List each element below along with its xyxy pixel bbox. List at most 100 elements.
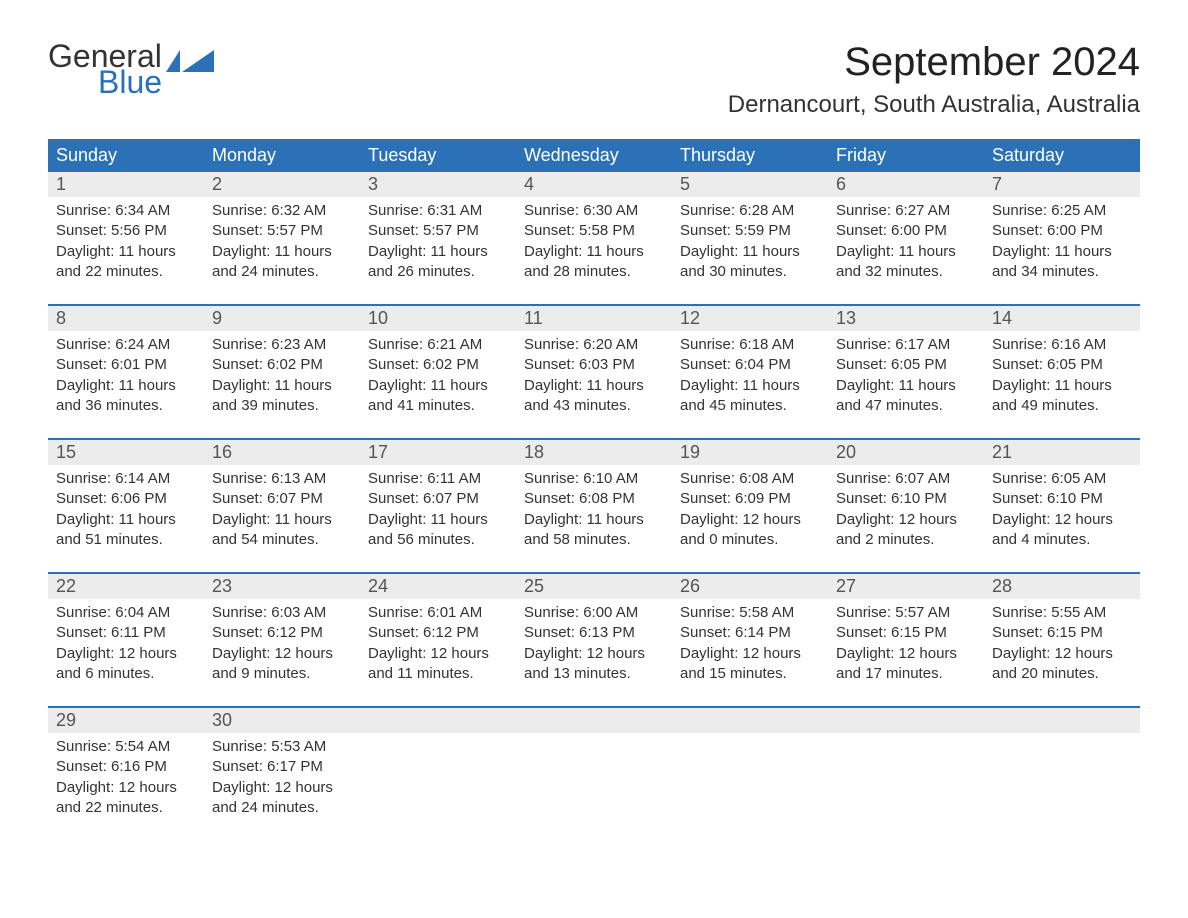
daylight-text-2: and 47 minutes. — [836, 396, 976, 416]
day-cell: Sunrise: 6:13 AMSunset: 6:07 PMDaylight:… — [204, 465, 360, 559]
daylight-text-2: and 49 minutes. — [992, 396, 1132, 416]
sunset-text: Sunset: 5:59 PM — [680, 221, 820, 241]
sunset-text: Sunset: 6:15 PM — [992, 623, 1132, 643]
day-cell: Sunrise: 6:01 AMSunset: 6:12 PMDaylight:… — [360, 599, 516, 693]
daylight-text: Daylight: 12 hours — [368, 644, 508, 664]
day-cell: Sunrise: 6:30 AMSunset: 5:58 PMDaylight:… — [516, 197, 672, 291]
title-block: September 2024 Dernancourt, South Austra… — [728, 40, 1140, 131]
day-number: 5 — [672, 172, 828, 197]
sunrise-text: Sunrise: 6:03 AM — [212, 603, 352, 623]
day-number: 22 — [48, 573, 204, 599]
daylight-text-2: and 41 minutes. — [368, 396, 508, 416]
calendar-table: Sunday Monday Tuesday Wednesday Thursday… — [48, 139, 1140, 827]
day-number: 9 — [204, 305, 360, 331]
day-number: 12 — [672, 305, 828, 331]
sunset-text: Sunset: 6:13 PM — [524, 623, 664, 643]
day-number: 13 — [828, 305, 984, 331]
sunset-text: Sunset: 6:17 PM — [212, 757, 352, 777]
sunrise-text: Sunrise: 6:31 AM — [368, 201, 508, 221]
sunrise-text: Sunrise: 6:20 AM — [524, 335, 664, 355]
daylight-text-2: and 56 minutes. — [368, 530, 508, 550]
sunrise-text: Sunrise: 5:58 AM — [680, 603, 820, 623]
daylight-text: Daylight: 11 hours — [992, 376, 1132, 396]
sunset-text: Sunset: 6:01 PM — [56, 355, 196, 375]
sunset-text: Sunset: 6:11 PM — [56, 623, 196, 643]
day-number: 20 — [828, 439, 984, 465]
sunset-text: Sunset: 5:57 PM — [212, 221, 352, 241]
day-number: 21 — [984, 439, 1140, 465]
location-text: Dernancourt, South Australia, Australia — [728, 91, 1140, 119]
daylight-text-2: and 9 minutes. — [212, 664, 352, 684]
sunset-text: Sunset: 6:04 PM — [680, 355, 820, 375]
day-number — [672, 707, 828, 733]
day-number: 25 — [516, 573, 672, 599]
daylight-text-2: and 17 minutes. — [836, 664, 976, 684]
daylight-text: Daylight: 12 hours — [836, 644, 976, 664]
daylight-text-2: and 26 minutes. — [368, 262, 508, 282]
sunset-text: Sunset: 5:58 PM — [524, 221, 664, 241]
header: General Blue September 2024 Dernancourt,… — [48, 40, 1140, 131]
daylight-text-2: and 36 minutes. — [56, 396, 196, 416]
daylight-text: Daylight: 11 hours — [56, 376, 196, 396]
day-cell — [360, 733, 516, 827]
sunset-text: Sunset: 6:00 PM — [992, 221, 1132, 241]
week-spacer — [48, 425, 1140, 439]
day-cell: Sunrise: 5:58 AMSunset: 6:14 PMDaylight:… — [672, 599, 828, 693]
day-cell: Sunrise: 6:04 AMSunset: 6:11 PMDaylight:… — [48, 599, 204, 693]
day-number — [360, 707, 516, 733]
day-cell: Sunrise: 6:16 AMSunset: 6:05 PMDaylight:… — [984, 331, 1140, 425]
sunrise-text: Sunrise: 5:55 AM — [992, 603, 1132, 623]
sunrise-text: Sunrise: 6:24 AM — [56, 335, 196, 355]
day-cell: Sunrise: 6:03 AMSunset: 6:12 PMDaylight:… — [204, 599, 360, 693]
sunset-text: Sunset: 6:06 PM — [56, 489, 196, 509]
sunset-text: Sunset: 6:07 PM — [212, 489, 352, 509]
sunrise-text: Sunrise: 6:08 AM — [680, 469, 820, 489]
sunrise-text: Sunrise: 6:34 AM — [56, 201, 196, 221]
daylight-text-2: and 15 minutes. — [680, 664, 820, 684]
day-number: 24 — [360, 573, 516, 599]
day-cell: Sunrise: 5:55 AMSunset: 6:15 PMDaylight:… — [984, 599, 1140, 693]
day-cell: Sunrise: 6:11 AMSunset: 6:07 PMDaylight:… — [360, 465, 516, 559]
sunset-text: Sunset: 6:00 PM — [836, 221, 976, 241]
sunset-text: Sunset: 6:05 PM — [992, 355, 1132, 375]
daylight-text-2: and 32 minutes. — [836, 262, 976, 282]
day-number: 15 — [48, 439, 204, 465]
daylight-text: Daylight: 11 hours — [524, 242, 664, 262]
day-number — [828, 707, 984, 733]
dow-header-row: Sunday Monday Tuesday Wednesday Thursday… — [48, 139, 1140, 172]
day-cell: Sunrise: 5:57 AMSunset: 6:15 PMDaylight:… — [828, 599, 984, 693]
daylight-text: Daylight: 12 hours — [992, 644, 1132, 664]
day-number: 18 — [516, 439, 672, 465]
dow-monday: Monday — [204, 139, 360, 172]
day-cell: Sunrise: 6:07 AMSunset: 6:10 PMDaylight:… — [828, 465, 984, 559]
sunset-text: Sunset: 6:02 PM — [212, 355, 352, 375]
sunset-text: Sunset: 6:08 PM — [524, 489, 664, 509]
sunset-text: Sunset: 5:57 PM — [368, 221, 508, 241]
calendar-body: 1234567Sunrise: 6:34 AMSunset: 5:56 PMDa… — [48, 172, 1140, 827]
content-row: Sunrise: 6:04 AMSunset: 6:11 PMDaylight:… — [48, 599, 1140, 693]
daylight-text: Daylight: 11 hours — [524, 376, 664, 396]
content-row: Sunrise: 6:24 AMSunset: 6:01 PMDaylight:… — [48, 331, 1140, 425]
daylight-text-2: and 4 minutes. — [992, 530, 1132, 550]
daylight-text: Daylight: 11 hours — [524, 510, 664, 530]
sunrise-text: Sunrise: 6:16 AM — [992, 335, 1132, 355]
day-number: 1 — [48, 172, 204, 197]
daylight-text: Daylight: 11 hours — [836, 376, 976, 396]
sunset-text: Sunset: 6:05 PM — [836, 355, 976, 375]
day-cell: Sunrise: 6:17 AMSunset: 6:05 PMDaylight:… — [828, 331, 984, 425]
day-number: 7 — [984, 172, 1140, 197]
sunrise-text: Sunrise: 6:14 AM — [56, 469, 196, 489]
daylight-text-2: and 22 minutes. — [56, 262, 196, 282]
day-number: 11 — [516, 305, 672, 331]
daylight-text: Daylight: 12 hours — [56, 778, 196, 798]
daylight-text: Daylight: 12 hours — [992, 510, 1132, 530]
sunset-text: Sunset: 6:16 PM — [56, 757, 196, 777]
sunrise-text: Sunrise: 6:27 AM — [836, 201, 976, 221]
day-cell: Sunrise: 6:14 AMSunset: 6:06 PMDaylight:… — [48, 465, 204, 559]
sunrise-text: Sunrise: 6:01 AM — [368, 603, 508, 623]
sunrise-text: Sunrise: 6:10 AM — [524, 469, 664, 489]
sunset-text: Sunset: 6:10 PM — [992, 489, 1132, 509]
daylight-text: Daylight: 12 hours — [212, 644, 352, 664]
day-cell: Sunrise: 5:53 AMSunset: 6:17 PMDaylight:… — [204, 733, 360, 827]
day-cell: Sunrise: 6:34 AMSunset: 5:56 PMDaylight:… — [48, 197, 204, 291]
